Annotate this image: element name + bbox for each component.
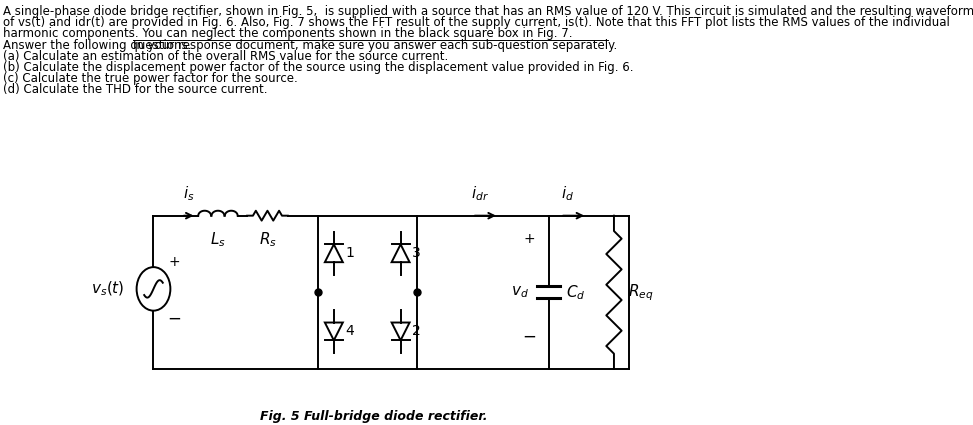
Text: (a) Calculate an estimation of the overall RMS value for the source current.: (a) Calculate an estimation of the overa… xyxy=(3,51,449,63)
Text: (d) Calculate the THD for the source current.: (d) Calculate the THD for the source cur… xyxy=(3,83,268,96)
Text: −: − xyxy=(523,327,536,346)
Text: A single-phase diode bridge rectifier, shown in Fig. 5,  is supplied with a sour: A single-phase diode bridge rectifier, s… xyxy=(3,5,973,18)
Text: 3: 3 xyxy=(413,246,421,260)
Text: 1: 1 xyxy=(345,246,354,260)
Text: +: + xyxy=(523,232,535,246)
Text: harmonic components. You can neglect the components shown in the black square bo: harmonic components. You can neglect the… xyxy=(3,27,572,40)
Text: +: + xyxy=(168,255,180,269)
Text: of vs(t) and idr(t) are provided in Fig. 6. Also, Fig. 7 shows the FFT result of: of vs(t) and idr(t) are provided in Fig.… xyxy=(3,16,950,29)
Text: $i_{dr}$: $i_{dr}$ xyxy=(471,184,488,203)
Text: $R_s$: $R_s$ xyxy=(259,230,276,249)
Text: 4: 4 xyxy=(345,324,354,338)
Text: Fig. 5 Full-bridge diode rectifier.: Fig. 5 Full-bridge diode rectifier. xyxy=(260,410,487,422)
Text: $v_s(t)$: $v_s(t)$ xyxy=(90,280,125,298)
Text: $i_d$: $i_d$ xyxy=(561,184,574,203)
Text: In your response document, make sure you answer each sub-question separately.: In your response document, make sure you… xyxy=(132,39,617,51)
Text: $v_d$: $v_d$ xyxy=(511,284,528,300)
Text: −: − xyxy=(167,309,181,328)
Text: $L_s$: $L_s$ xyxy=(210,230,226,249)
Text: (c) Calculate the true power factor for the source.: (c) Calculate the true power factor for … xyxy=(3,72,298,85)
Text: (b) Calculate the displacement power factor of the source using the displacement: (b) Calculate the displacement power fac… xyxy=(3,61,633,74)
Text: $R_{eq}$: $R_{eq}$ xyxy=(628,282,653,303)
Text: $C_d$: $C_d$ xyxy=(565,283,585,302)
Text: 2: 2 xyxy=(413,324,421,338)
Text: Answer the following questions.: Answer the following questions. xyxy=(3,39,196,51)
Text: $i_s$: $i_s$ xyxy=(183,184,195,203)
